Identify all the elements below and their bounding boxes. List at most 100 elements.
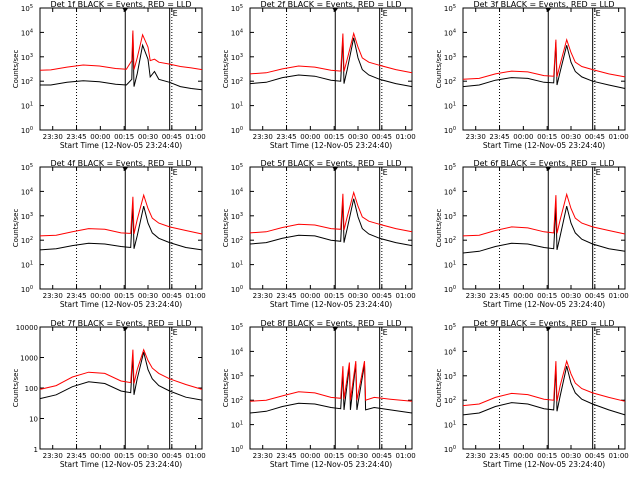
x-tick-label: 01:00: [609, 292, 629, 300]
x-tick-label: 00:15: [324, 292, 344, 300]
chart-title: Det 2f BLACK = Events, RED = LLD: [260, 0, 401, 9]
y-tick-label: 101: [444, 421, 456, 430]
marker-triangle: [332, 8, 339, 12]
x-tick-label: 01:00: [186, 133, 206, 141]
y-tick-label: 100: [444, 445, 456, 454]
x-tick-label: 00:15: [114, 292, 134, 300]
x-tick-label: 01:00: [609, 452, 629, 460]
series-red-line: [39, 30, 203, 71]
x-tick-label: 23:45: [276, 133, 296, 141]
y-tick-label: 100: [444, 285, 456, 294]
x-tick-label: 00:15: [537, 292, 557, 300]
x-tick-label: 23:30: [253, 452, 273, 460]
y-tick-label: 100: [25, 385, 38, 393]
x-tick-label: 23:45: [66, 452, 86, 460]
x-tick-label: 23:30: [253, 292, 273, 300]
series-red-line: [39, 193, 203, 237]
y-tick-label: 105: [444, 163, 456, 172]
marker-triangle: [332, 327, 339, 331]
x-axis-label: Start Time (12-Nov-05 23:24:40): [270, 300, 392, 309]
x-tick-label: 23:30: [466, 452, 486, 460]
y-axis-label: Counts/sec: [12, 209, 20, 248]
y-tick-label: 101: [231, 261, 243, 270]
y-tick-label: 104: [21, 28, 33, 37]
x-tick-label: 23:45: [489, 292, 509, 300]
x-tick-label: 00:15: [114, 452, 134, 460]
x-tick-label: 00:00: [300, 452, 320, 460]
y-axis-label: Counts/sec: [12, 369, 20, 408]
x-tick-label: 00:30: [561, 452, 581, 460]
x-axis-label: Start Time (12-Nov-05 23:24:40): [483, 460, 605, 469]
series-black-line: [39, 351, 203, 401]
x-tick-label: 01:00: [186, 292, 206, 300]
y-tick-label: 1000: [20, 355, 38, 363]
x-tick-label: 23:30: [253, 133, 273, 141]
y-tick-label: 102: [21, 236, 33, 245]
corner-label: E: [383, 328, 388, 337]
x-tick-label: 00:00: [90, 292, 110, 300]
x-tick-label: 23:45: [489, 133, 509, 141]
series-red-line: [249, 190, 413, 234]
x-tick-label: 00:00: [300, 133, 320, 141]
y-tick-label: 104: [231, 28, 243, 37]
x-tick-label: 23:30: [43, 133, 63, 141]
x-tick-label: 00:45: [372, 133, 392, 141]
y-tick-label: 101: [444, 261, 456, 270]
y-tick-label: 103: [444, 53, 456, 62]
y-tick-label: 102: [231, 236, 243, 245]
y-tick-label: 102: [231, 77, 243, 86]
x-tick-label: 00:45: [372, 452, 392, 460]
x-tick-label: 23:30: [43, 292, 63, 300]
plot-frame: [39, 7, 203, 131]
y-tick-label: 101: [21, 261, 33, 270]
y-tick-label: 101: [444, 102, 456, 111]
series-black-line: [249, 37, 413, 88]
y-axis-label: Counts/sec: [435, 369, 443, 408]
x-tick-label: 01:00: [186, 452, 206, 460]
x-tick-label: 00:30: [138, 292, 158, 300]
y-tick-label: 104: [444, 347, 456, 356]
y-tick-label: 105: [231, 163, 243, 172]
x-tick-label: 00:00: [513, 292, 533, 300]
x-tick-label: 23:45: [276, 452, 296, 460]
x-tick-label: 00:45: [372, 292, 392, 300]
x-tick-label: 23:45: [66, 133, 86, 141]
corner-label: E: [596, 328, 601, 337]
x-tick-label: 23:30: [43, 452, 63, 460]
y-tick-label: 104: [21, 187, 33, 196]
chart-title: Det 8f BLACK = Events, RED = LLD: [260, 319, 401, 328]
chart-title: Det 6f BLACK = Events, RED = LLD: [473, 159, 614, 168]
x-tick-label: 00:15: [537, 452, 557, 460]
y-tick-label: 103: [231, 212, 243, 221]
x-tick-label: 00:30: [348, 292, 368, 300]
y-axis-label: Counts/sec: [222, 369, 230, 408]
series-red-line: [462, 192, 626, 237]
y-tick-label: 105: [231, 323, 243, 332]
x-tick-label: 00:00: [513, 452, 533, 460]
series-black-line: [249, 364, 413, 414]
x-axis-label: Start Time (12-Nov-05 23:24:40): [483, 141, 605, 150]
marker-triangle: [122, 327, 129, 331]
y-tick-label: 103: [231, 372, 243, 381]
x-tick-label: 23:30: [466, 133, 486, 141]
y-axis-label: Counts/sec: [435, 209, 443, 248]
series-red-line: [249, 31, 413, 75]
x-tick-label: 00:30: [561, 133, 581, 141]
y-tick-label: 104: [444, 187, 456, 196]
x-tick-label: 23:45: [66, 292, 86, 300]
x-tick-label: 23:30: [466, 292, 486, 300]
y-tick-label: 105: [444, 323, 456, 332]
y-tick-label: 103: [231, 53, 243, 62]
x-tick-label: 23:45: [489, 452, 509, 460]
y-axis-label: Counts/sec: [222, 209, 230, 248]
y-tick-label: 104: [444, 28, 456, 37]
y-tick-label: 104: [231, 187, 243, 196]
series-black-line: [462, 205, 626, 254]
corner-label: E: [173, 328, 178, 337]
x-axis-label: Start Time (12-Nov-05 23:24:40): [270, 141, 392, 150]
